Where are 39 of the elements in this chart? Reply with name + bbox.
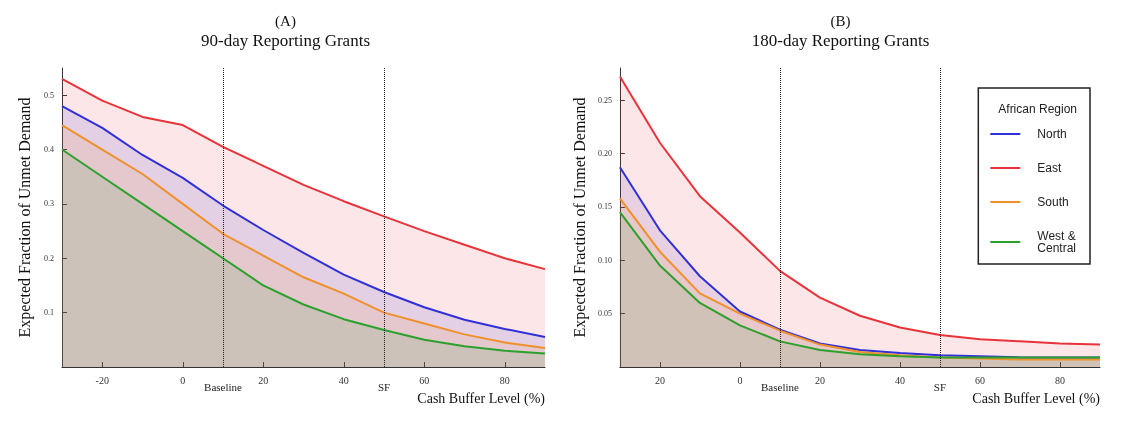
legend-label: North: [1037, 127, 1067, 141]
y-tick-label: 0.25: [597, 95, 612, 105]
legend-label: West & Central: [1037, 229, 1076, 255]
y-tick-label: 0.10: [597, 255, 612, 265]
x-axis-title: Cash Buffer Level (%): [417, 390, 546, 407]
x-tick-label: 20: [814, 374, 825, 386]
y-axis-title: Expected Fraction of Unmet Demand: [15, 97, 34, 338]
y-tick-label: 0.5: [44, 90, 54, 100]
x-tick-label: 40: [894, 374, 905, 386]
ref-line-label: Baseline: [204, 380, 243, 393]
chart-subtitle: 90-day Reporting Grants: [200, 31, 371, 50]
x-tick-label: 80: [499, 374, 510, 386]
x-tick-label: 60: [419, 374, 430, 386]
chart-title: (A): [275, 12, 296, 30]
y-tick-label: 0.4: [44, 145, 54, 155]
x-tick-label: 0: [180, 374, 186, 386]
x-tick-label: -20: [95, 374, 109, 386]
chart-title: (B): [830, 12, 851, 30]
y-tick-label: 0.3: [44, 199, 54, 209]
x-tick-label: 20: [654, 374, 665, 386]
x-tick-label: 20: [258, 374, 269, 386]
legend-title: African Region: [998, 102, 1078, 116]
y-axis-title: Expected Fraction of Unmet Demand: [570, 97, 589, 338]
x-tick-label: 40: [338, 374, 349, 386]
x-axis-title: Cash Buffer Level (%): [972, 390, 1101, 407]
chart-subtitle: 180-day Reporting Grants: [751, 31, 930, 50]
legend-label: South: [1037, 195, 1069, 209]
ref-line-label: SF: [933, 380, 947, 393]
ref-line-label: Baseline: [760, 380, 799, 393]
y-tick-label: 0.2: [44, 253, 54, 263]
x-tick-label: 80: [1054, 374, 1065, 386]
y-tick-label: 0.20: [597, 148, 612, 158]
y-tick-label: 0.1: [44, 308, 54, 318]
legend-label: East: [1037, 161, 1062, 175]
y-tick-label: 0.05: [597, 309, 612, 319]
x-tick-label: 60: [974, 374, 985, 386]
x-tick-label: 0: [737, 374, 743, 386]
y-tick-label: 0.15: [597, 202, 612, 212]
ref-line-label: SF: [377, 380, 391, 393]
